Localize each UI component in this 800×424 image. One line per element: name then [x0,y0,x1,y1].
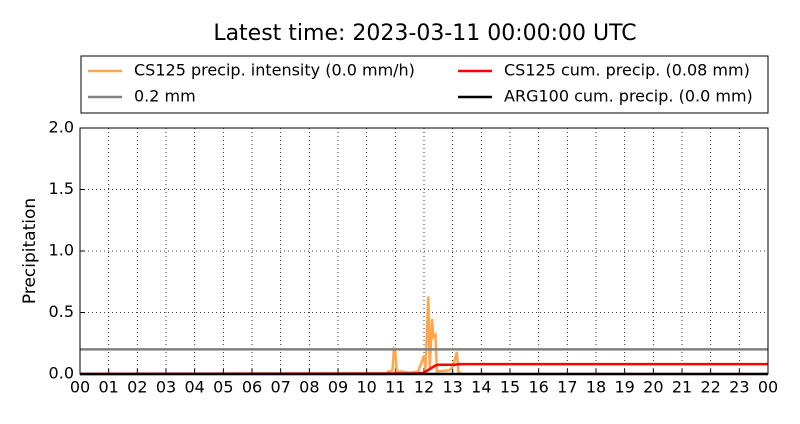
x-tick-label: 22 [700,378,720,397]
x-tick-label: 07 [270,378,290,397]
chart-title: Latest time: 2023-03-11 00:00:00 UTC [213,21,636,46]
legend-label: CS125 cum. precip. (0.08 mm) [504,61,750,80]
x-tick-label: 23 [729,378,749,397]
x-tick-label: 17 [557,378,577,397]
x-tick-label: 00 [758,378,778,397]
x-tick-label: 02 [127,378,147,397]
y-tick-label: 0.5 [49,302,74,321]
y-tick-label: 2.0 [49,118,74,137]
y-tick-label: 1.0 [49,241,74,260]
y-axis-label: Precipitation [20,198,40,304]
x-tick-label: 12 [414,378,434,397]
legend-label: CS125 precip. intensity (0.0 mm/h) [134,61,415,80]
x-tick-label: 10 [356,378,376,397]
x-tick-label: 21 [672,378,692,397]
plot-frame [79,127,769,375]
x-tick-label: 15 [500,378,520,397]
x-tick-label: 20 [643,378,663,397]
x-tick-label: 19 [614,378,634,397]
x-tick-label: 01 [98,378,118,397]
legend-label: ARG100 cum. precip. (0.0 mm) [504,87,753,106]
x-tick-label: 11 [385,378,405,397]
x-tick-label: 04 [184,378,204,397]
y-tick-label: 1.5 [49,179,74,198]
legend-box [80,55,769,114]
x-tick-label: 18 [586,378,606,397]
x-tick-label: 05 [213,378,233,397]
x-tick-label: 00 [70,378,90,397]
x-tick-label: 06 [242,378,262,397]
legend-label: 0.2 mm [134,87,196,106]
x-tick-label: 08 [299,378,319,397]
x-tick-label: 16 [528,378,548,397]
x-tick-label: 14 [471,378,491,397]
x-tick-label: 13 [442,378,462,397]
y-tick-label: 0.0 [49,364,74,383]
x-tick-label: 03 [156,378,176,397]
x-tick-label: 09 [328,378,348,397]
